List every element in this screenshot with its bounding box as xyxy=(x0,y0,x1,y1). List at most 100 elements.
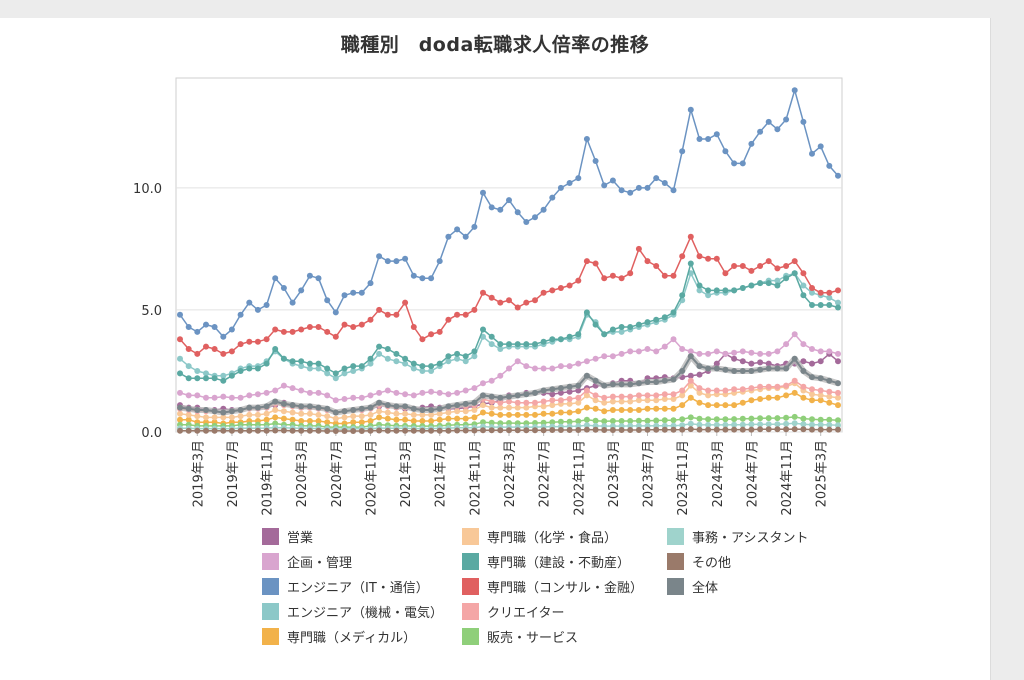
data-point xyxy=(800,118,807,125)
data-point xyxy=(445,316,452,323)
data-point xyxy=(454,402,461,409)
data-point xyxy=(402,360,409,367)
data-point xyxy=(653,348,660,355)
legend-item: 専門職（化学・食品） xyxy=(462,528,667,546)
legend-item: 専門職（建設・不動産） xyxy=(462,553,667,571)
data-point xyxy=(627,381,634,388)
data-point xyxy=(575,427,582,433)
data-point xyxy=(696,282,703,289)
data-point xyxy=(705,292,712,299)
data-point xyxy=(237,368,244,374)
data-point xyxy=(298,427,305,434)
data-point xyxy=(835,394,841,401)
data-point xyxy=(713,387,720,394)
data-point xyxy=(298,363,305,370)
data-point xyxy=(809,302,815,308)
data-point xyxy=(757,421,764,428)
data-point xyxy=(566,427,573,433)
data-point xyxy=(532,420,538,426)
data-point xyxy=(661,314,668,321)
legend-empty xyxy=(667,603,862,620)
legend-item: 企画・管理 xyxy=(262,553,462,571)
data-point xyxy=(462,358,469,365)
data-point xyxy=(332,428,339,434)
data-point xyxy=(783,426,790,433)
data-point xyxy=(177,416,183,423)
data-point xyxy=(557,389,564,396)
data-point xyxy=(583,372,590,379)
data-point xyxy=(583,387,590,394)
data-point xyxy=(203,370,209,377)
data-point xyxy=(687,426,694,433)
data-point xyxy=(687,106,694,113)
data-point xyxy=(679,422,686,429)
data-point xyxy=(358,428,365,434)
data-point xyxy=(480,380,486,387)
data-point xyxy=(644,397,651,404)
data-point xyxy=(194,368,201,374)
x-tick-label: 2020年7月 xyxy=(330,440,345,507)
data-point xyxy=(428,331,435,338)
data-point xyxy=(523,391,530,398)
data-point xyxy=(410,324,417,330)
legend-label: エンジニア（IT・通信） xyxy=(287,581,429,596)
data-point xyxy=(280,427,287,434)
data-point xyxy=(557,184,564,191)
data-point xyxy=(306,418,313,424)
data-point xyxy=(601,394,608,401)
data-point xyxy=(774,415,781,422)
data-point xyxy=(185,324,192,330)
data-point xyxy=(315,427,322,434)
data-point xyxy=(237,427,244,434)
data-point xyxy=(488,419,495,426)
data-point xyxy=(263,336,270,343)
data-point xyxy=(653,422,660,429)
data-point xyxy=(254,365,261,372)
data-point xyxy=(263,360,270,367)
data-point xyxy=(246,404,253,411)
data-point xyxy=(783,116,790,123)
data-point xyxy=(722,426,729,433)
data-point xyxy=(809,416,815,423)
data-point xyxy=(410,405,417,412)
data-point xyxy=(653,175,660,182)
data-point xyxy=(601,418,608,425)
data-point xyxy=(376,253,383,260)
data-point xyxy=(835,402,841,409)
data-point xyxy=(280,285,287,291)
data-point xyxy=(635,427,642,433)
data-point xyxy=(835,172,841,179)
data-point xyxy=(306,360,313,367)
data-point xyxy=(575,277,582,284)
data-point xyxy=(332,397,339,404)
data-point xyxy=(263,389,270,396)
data-point xyxy=(800,415,807,422)
data-point xyxy=(653,263,660,269)
data-point xyxy=(696,415,703,422)
data-point xyxy=(393,427,400,434)
data-point xyxy=(609,407,616,413)
data-point xyxy=(237,341,244,348)
data-point xyxy=(731,355,738,362)
data-point xyxy=(350,394,357,401)
data-point xyxy=(306,427,313,434)
data-point xyxy=(211,375,218,382)
data-point xyxy=(454,355,461,362)
data-point xyxy=(263,410,270,417)
data-point xyxy=(462,353,469,360)
data-point xyxy=(783,275,790,282)
data-point xyxy=(384,409,391,416)
data-point xyxy=(341,292,348,299)
data-point xyxy=(177,410,183,417)
data-point xyxy=(765,421,772,428)
data-point xyxy=(566,418,573,425)
data-point xyxy=(211,414,218,421)
data-point xyxy=(289,358,296,365)
data-point xyxy=(194,375,201,382)
data-point xyxy=(220,377,227,384)
data-point xyxy=(203,343,209,350)
data-point xyxy=(696,350,703,357)
data-point xyxy=(809,360,815,367)
data-point xyxy=(826,162,833,169)
data-point xyxy=(731,426,738,433)
